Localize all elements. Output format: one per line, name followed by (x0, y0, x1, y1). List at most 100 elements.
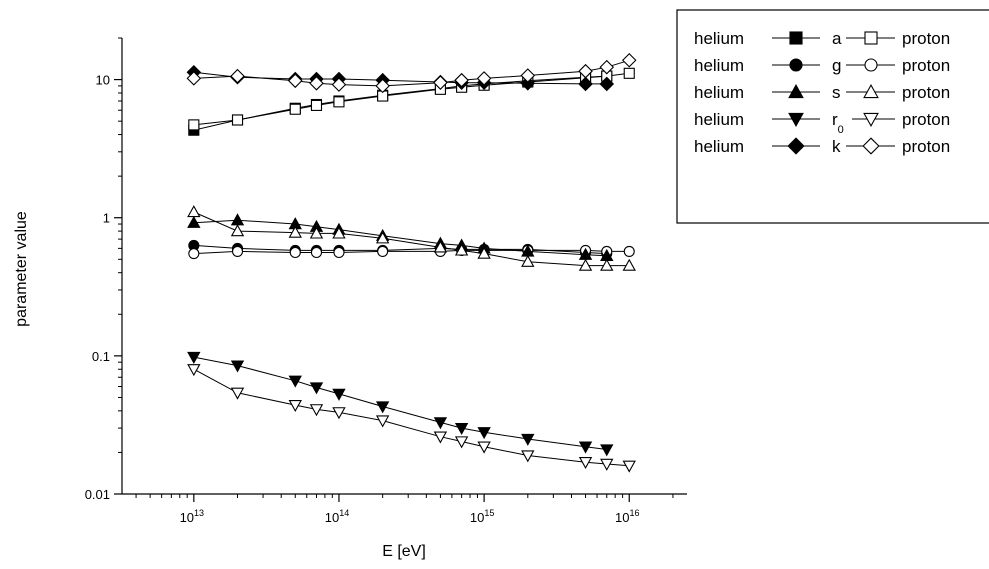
data-point-proton-k (578, 63, 593, 79)
data-point-proton-s (578, 258, 593, 271)
data-point-helium-r0 (578, 441, 593, 454)
series-line-proton-r0 (193, 368, 630, 467)
data-point-proton-k (433, 75, 448, 90)
data-point-proton-k (520, 68, 536, 83)
series-helium-k (186, 64, 615, 92)
data-point-proton-a (623, 67, 635, 79)
data-point-proton-k (309, 76, 324, 91)
y-tick-label: 1 (103, 211, 110, 226)
data-point-proton-r0 (309, 404, 324, 417)
data-point-helium-s (230, 213, 245, 226)
data-point-proton-s (332, 226, 346, 239)
data-point-proton-r0 (433, 431, 448, 444)
data-point-proton-s (309, 226, 324, 239)
legend-right-label: proton (902, 137, 950, 156)
data-point-proton-s (600, 258, 614, 271)
data-point-proton-s (622, 258, 636, 271)
data-point-proton-s (288, 225, 302, 238)
data-point-proton-r0 (578, 457, 593, 470)
data-point-helium-r0 (230, 360, 245, 373)
data-point-proton-g (310, 246, 323, 259)
series-proton-k (186, 52, 637, 94)
legend-marker-filled (788, 83, 804, 99)
x-tick-label: 1015 (470, 508, 494, 525)
series-proton-s (187, 205, 636, 271)
data-point-proton-a (188, 119, 200, 131)
data-point-proton-g (623, 245, 635, 257)
y-tick-label: 0.01 (85, 487, 110, 502)
data-point-proton-k (621, 52, 637, 68)
data-point-helium-r0 (600, 444, 614, 457)
legend-row: helium k proton (694, 137, 950, 156)
data-point-proton-g (289, 246, 301, 259)
plot-area (186, 52, 637, 473)
legend-row: helium g proton (694, 56, 950, 75)
legend-row: helium s proton (694, 83, 950, 102)
series-line-proton-s (193, 211, 630, 267)
data-point-helium-k (578, 76, 593, 92)
data-point-helium-r0 (187, 351, 201, 364)
legend-marker-open (863, 112, 879, 128)
legend-marker-filled (788, 112, 804, 128)
legend-param-label: k (832, 137, 841, 156)
legend-left-label: helium (694, 29, 744, 48)
data-point-helium-r0 (521, 433, 535, 446)
data-point-proton-a (231, 114, 244, 126)
y-tick-label: 10 (96, 73, 110, 88)
data-point-proton-r0 (600, 458, 614, 471)
data-point-proton-a (289, 103, 301, 115)
y-tick-label: 0.1 (92, 349, 110, 364)
data-point-proton-r0 (622, 460, 636, 473)
legend-marker-open (864, 58, 878, 72)
data-point-proton-k (476, 71, 492, 86)
series-helium-s (187, 213, 614, 261)
data-point-proton-s (375, 231, 390, 244)
data-point-proton-s (521, 254, 535, 267)
data-point-proton-k (454, 72, 469, 88)
x-tick-label: 1014 (325, 508, 349, 525)
series-helium-g (188, 239, 613, 260)
y-axis-title: parameter value (13, 211, 30, 327)
data-point-proton-r0 (477, 441, 491, 454)
data-point-proton-a (333, 96, 345, 108)
legend-marker-open (863, 83, 879, 99)
x-axis-title: E [eV] (382, 543, 426, 560)
data-point-helium-r0 (375, 401, 390, 414)
data-point-proton-r0 (187, 364, 201, 377)
data-point-proton-a (310, 99, 323, 111)
legend-marker-filled (789, 31, 803, 45)
data-point-proton-k (230, 68, 245, 84)
data-point-proton-s (187, 205, 201, 218)
data-point-proton-s (477, 246, 491, 259)
data-point-helium-r0 (477, 427, 491, 440)
legend-row: helium r0 proton (694, 110, 950, 136)
legend-param-label: a (832, 29, 842, 48)
legend-left-label: helium (694, 56, 744, 75)
data-point-helium-k (599, 76, 615, 92)
data-point-proton-k (186, 71, 202, 86)
legend-marker-open (864, 31, 878, 45)
legend-param-label: r0 (832, 110, 844, 136)
x-tick-label: 1013 (180, 508, 204, 525)
data-point-helium-r0 (332, 388, 346, 401)
data-point-proton-r0 (288, 399, 302, 412)
series-line-helium-k (193, 71, 607, 85)
data-point-proton-r0 (375, 415, 390, 428)
data-point-proton-k (331, 77, 347, 92)
data-point-helium-r0 (454, 422, 469, 435)
x-tick-label: 1016 (615, 508, 639, 525)
data-point-proton-k (599, 59, 615, 75)
data-point-helium-r0 (433, 417, 448, 430)
legend-param-label: g (832, 56, 841, 75)
data-point-helium-r0 (309, 382, 324, 395)
legend-right-label: proton (902, 83, 950, 102)
legend-left-label: helium (694, 137, 744, 156)
data-point-proton-g (377, 245, 389, 257)
series-line-proton-k (193, 59, 630, 87)
data-point-proton-r0 (521, 450, 535, 463)
data-point-proton-r0 (332, 407, 346, 420)
legend-marker-open (862, 137, 880, 155)
data-point-proton-s (230, 224, 245, 237)
axes: 1013 1014 1015 1016 0.01 0.1 1 10 (85, 37, 687, 525)
data-point-helium-k (520, 76, 536, 91)
